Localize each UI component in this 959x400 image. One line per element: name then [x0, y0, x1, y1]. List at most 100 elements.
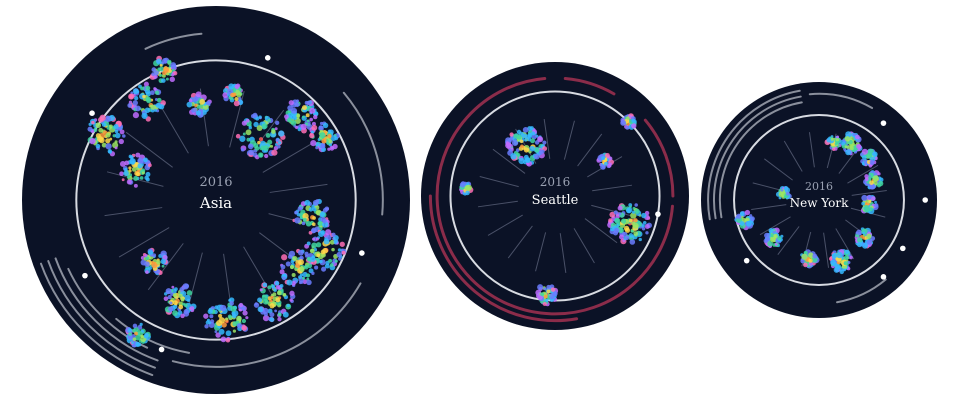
cluster-dot	[144, 333, 149, 338]
cluster-dot	[133, 176, 138, 181]
ring-marker	[881, 120, 887, 126]
cluster-dot	[277, 317, 281, 321]
ring-marker	[881, 274, 887, 280]
cluster-dot	[275, 298, 280, 303]
cluster-dot	[170, 77, 175, 82]
cluster-dot	[96, 144, 101, 149]
cluster-dot	[857, 242, 862, 247]
ring-marker	[359, 250, 365, 256]
cluster-dot	[629, 219, 633, 223]
cluster-dot	[157, 98, 162, 103]
cluster-dot	[319, 132, 325, 138]
cluster-dot	[537, 284, 543, 290]
cluster-dot	[864, 174, 868, 178]
cluster-dot	[860, 153, 864, 157]
cluster-dot	[263, 283, 268, 288]
cluster-dot	[844, 261, 848, 265]
cluster-dot	[322, 248, 328, 254]
cluster-dot	[745, 210, 750, 215]
cluster-dot	[784, 186, 788, 190]
cluster-dot	[237, 323, 242, 328]
cluster-dot	[275, 121, 279, 125]
cluster-dot	[330, 263, 334, 267]
cluster-dot	[632, 119, 636, 123]
cluster-dot	[631, 222, 635, 226]
cluster-dot	[150, 105, 153, 108]
cluster-dot	[855, 135, 860, 140]
cluster-dot	[95, 122, 101, 128]
cluster-dot	[187, 102, 193, 108]
cluster-dot	[174, 287, 178, 291]
cluster-dot	[853, 133, 856, 136]
cluster-dot	[302, 115, 305, 118]
cluster-dot	[845, 250, 849, 254]
cluster-dot	[179, 287, 184, 292]
cluster-dot	[740, 221, 745, 226]
cluster-dot	[148, 250, 153, 255]
cluster-dot	[233, 330, 236, 333]
cluster-dot	[527, 138, 531, 142]
cluster-dot	[248, 144, 254, 150]
cluster-dot	[142, 171, 145, 174]
cluster-dot	[321, 139, 326, 144]
cluster-dot	[228, 83, 234, 89]
cluster-dot	[290, 265, 294, 269]
cluster-dot	[280, 269, 285, 274]
cluster-dot	[289, 100, 294, 105]
cluster-dot	[133, 324, 138, 329]
cluster-dot	[808, 258, 812, 262]
cluster-dot	[319, 125, 323, 129]
cluster-dot	[278, 312, 282, 316]
cluster-dot	[303, 218, 307, 222]
cluster-dot	[300, 206, 303, 209]
cluster-dot	[140, 87, 144, 91]
cluster-dot	[312, 216, 316, 220]
cluster-dot	[214, 305, 218, 309]
cluster-dot	[862, 243, 868, 249]
cluster-dot	[845, 136, 850, 141]
cluster-dot	[141, 113, 147, 119]
cluster-dot	[228, 314, 232, 318]
cluster-dot	[169, 301, 172, 304]
cluster-dot	[128, 166, 131, 169]
cluster-dot	[323, 123, 328, 128]
cluster-dot	[142, 95, 145, 98]
cluster-dot	[306, 280, 312, 286]
cluster-dot	[289, 298, 292, 301]
cluster-dot	[298, 275, 302, 279]
cluster-dot	[314, 266, 318, 270]
cluster-dot	[166, 288, 172, 294]
cluster-dot	[137, 158, 143, 164]
cluster-dot	[143, 157, 148, 162]
cluster-dot	[172, 310, 178, 316]
cluster-dot	[641, 213, 646, 218]
cluster-dot	[171, 73, 174, 76]
cluster-dot	[836, 138, 839, 141]
cluster-dot	[281, 265, 286, 270]
cluster-dot	[867, 195, 871, 199]
cluster-dot	[119, 171, 124, 176]
cluster-dot	[310, 256, 316, 262]
cluster-dot	[542, 141, 546, 145]
cluster-dot	[287, 304, 290, 307]
cluster-dot	[98, 117, 104, 123]
cluster-dot	[120, 129, 125, 134]
cluster-dot	[543, 302, 547, 306]
cluster-dot	[241, 148, 244, 151]
cluster-dot	[633, 231, 638, 236]
cluster-dot	[221, 336, 227, 342]
cluster-dot	[342, 251, 346, 255]
cluster-dot	[328, 259, 332, 263]
cluster-dot	[269, 312, 274, 317]
year-label: 2016	[805, 180, 833, 193]
cluster-dot	[849, 256, 852, 259]
cluster-dot	[187, 299, 190, 302]
cluster-dot	[306, 113, 310, 117]
cluster-dot	[262, 123, 268, 129]
cluster-dot	[320, 122, 323, 125]
cluster-dot	[283, 312, 289, 318]
cluster-dot	[862, 232, 865, 235]
cluster-dot	[292, 273, 296, 277]
cluster-dot	[275, 127, 278, 130]
cluster-dot	[307, 119, 310, 122]
